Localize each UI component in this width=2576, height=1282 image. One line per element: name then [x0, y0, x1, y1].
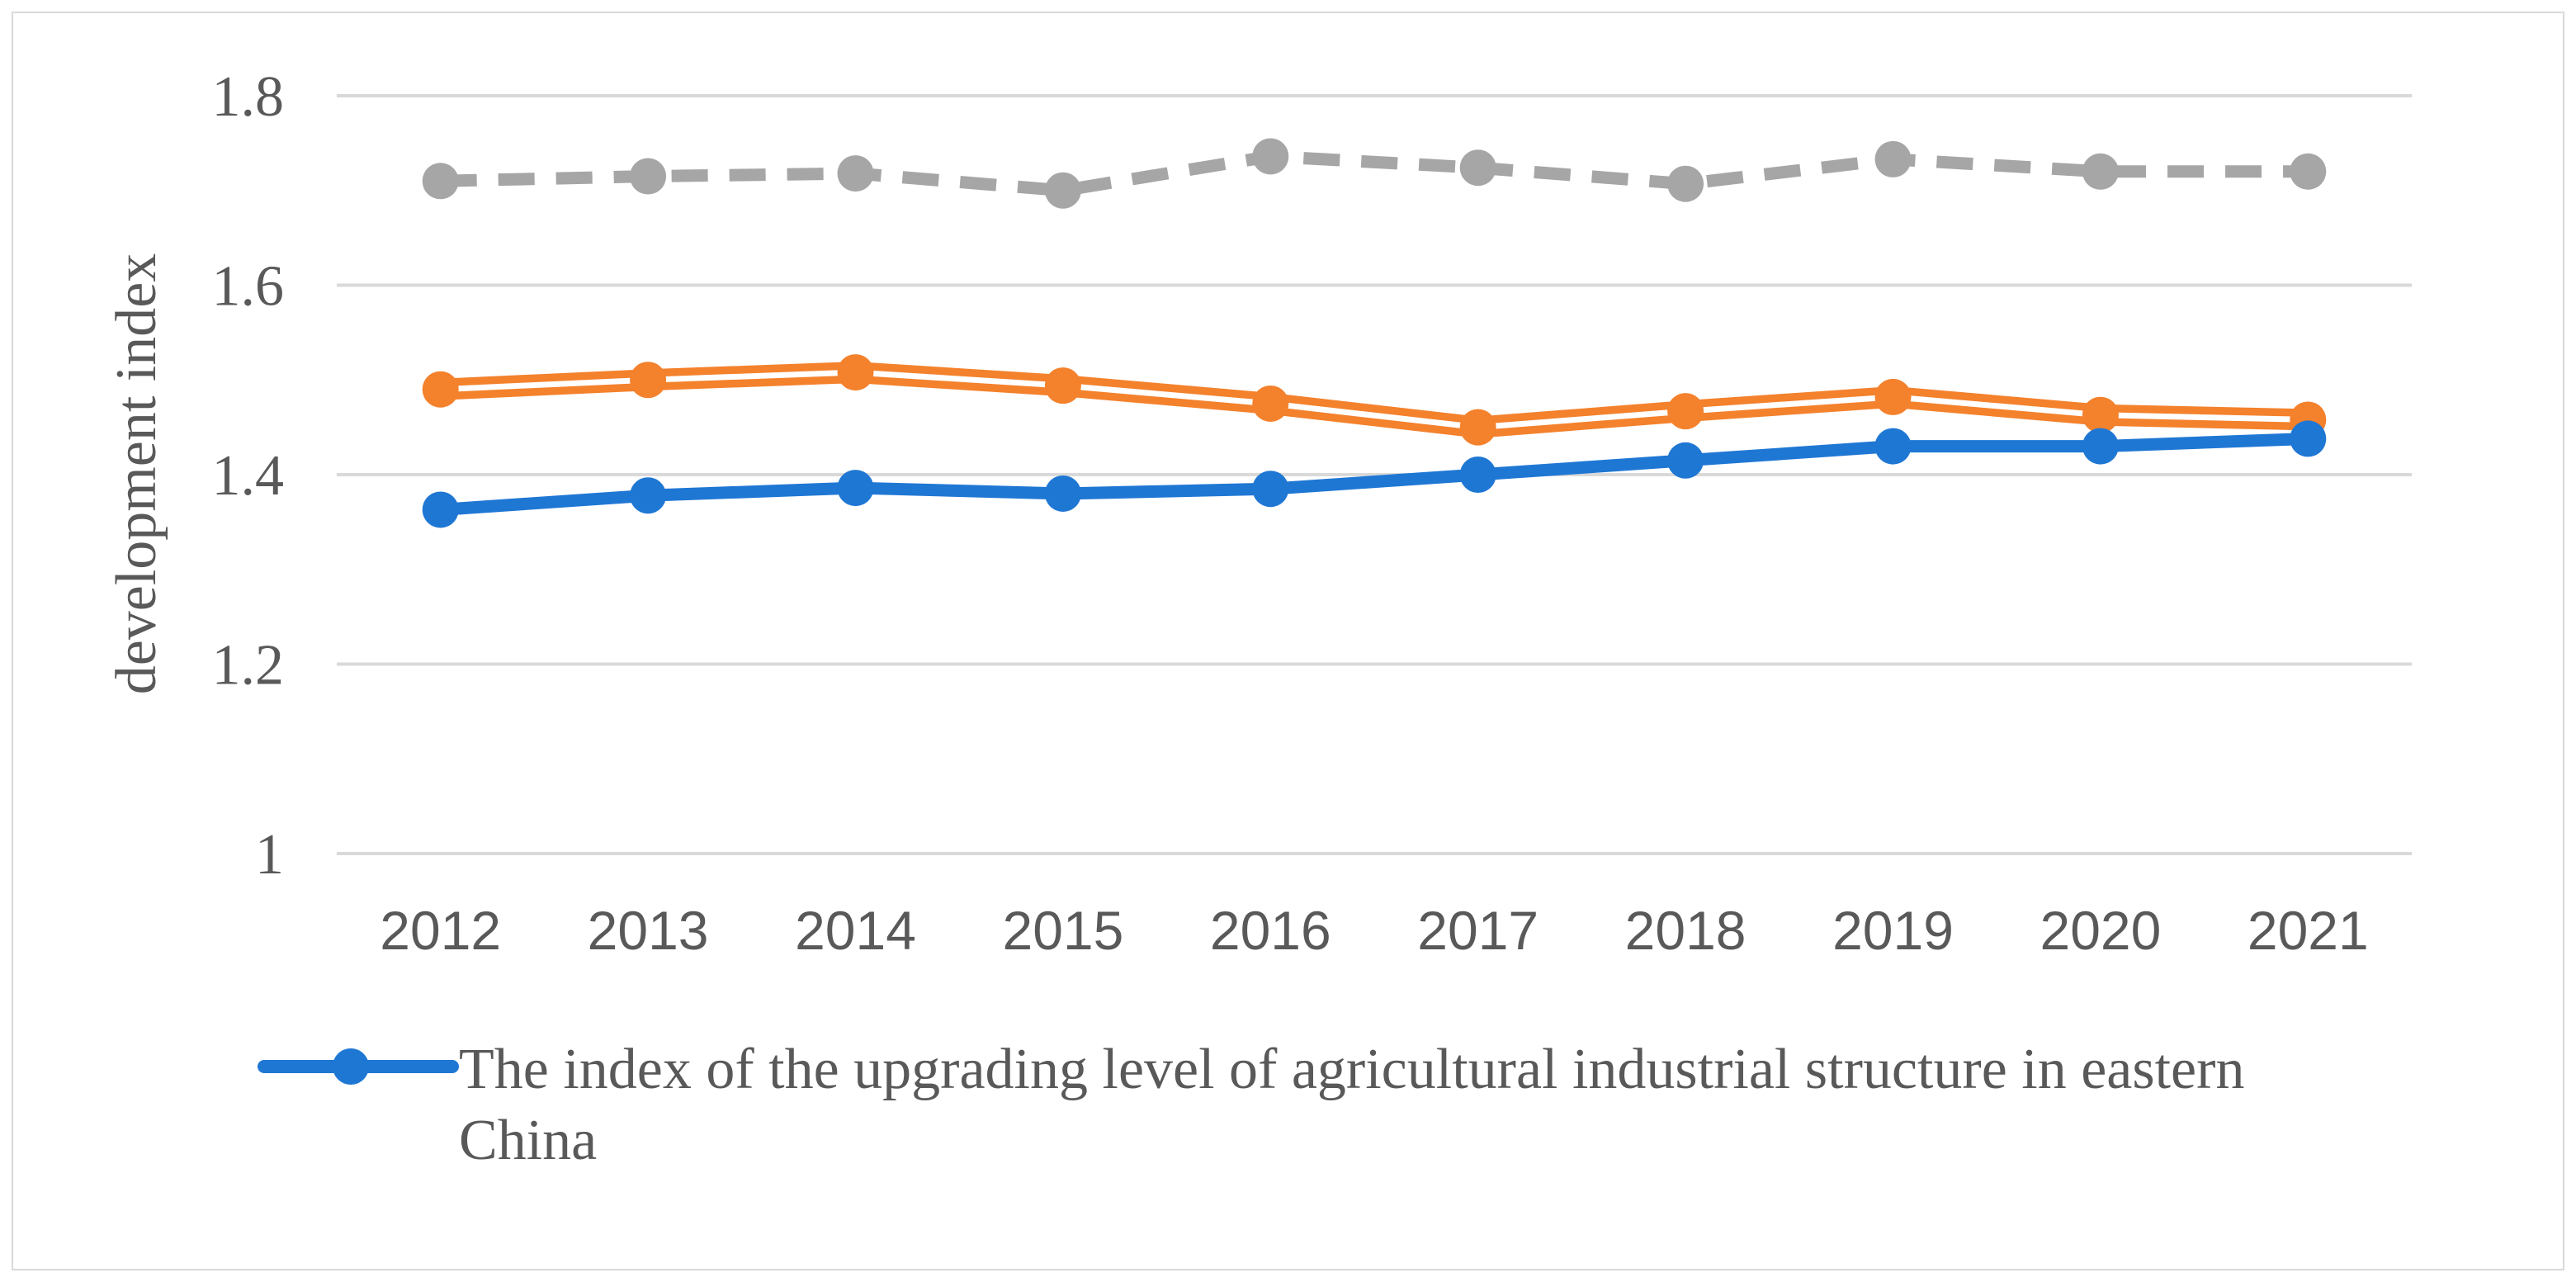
data-point — [630, 158, 667, 195]
data-point — [1252, 471, 1289, 508]
data-point — [1667, 165, 1704, 202]
x-tick-label: 2015 — [1002, 900, 1123, 961]
y-tick-label: 1.6 — [212, 255, 285, 319]
data-point — [2082, 428, 2119, 465]
y-axis-title: development index — [105, 253, 168, 695]
x-tick-label: 2013 — [588, 900, 709, 961]
y-tick-label: 1.2 — [212, 634, 285, 698]
data-point — [1459, 409, 1496, 446]
series-2 — [422, 354, 2327, 446]
data-point — [1874, 140, 1912, 177]
data-point — [1874, 378, 1912, 415]
data-point — [2290, 420, 2327, 457]
series-line-inner — [440, 369, 2309, 431]
x-tick-label: 2017 — [1417, 900, 1539, 961]
x-tick-label: 2021 — [2248, 900, 2369, 961]
data-point — [1252, 385, 1289, 422]
x-tick-label: 2018 — [1625, 900, 1746, 961]
data-point — [1874, 428, 1912, 465]
data-point — [837, 470, 874, 507]
data-point — [1459, 149, 1496, 187]
data-point — [630, 477, 667, 514]
series-1 — [422, 420, 2327, 528]
y-tick-label: 1 — [255, 823, 284, 887]
x-tick-label: 2014 — [795, 900, 916, 961]
legend-label-line-2: China — [459, 1109, 597, 1172]
data-point — [422, 163, 459, 200]
data-point — [630, 362, 667, 399]
data-point — [1667, 393, 1704, 430]
y-tick-label: 1.4 — [212, 444, 285, 508]
x-axis-tick-labels: 2012 2013 2014 2015 2016 2017 2018 2019 2020 2021 — [380, 900, 2368, 961]
gridlines — [337, 94, 2412, 855]
series-layer — [422, 138, 2327, 528]
legend-label-line-1: The index of the upgrading level of agri… — [459, 1038, 2244, 1101]
data-point — [1044, 367, 1081, 404]
legend: The index of the upgrading level of agri… — [258, 1038, 2244, 1172]
x-tick-label: 2012 — [380, 900, 501, 961]
series-line — [440, 149, 2309, 197]
data-point — [2082, 153, 2119, 190]
data-point — [837, 155, 874, 192]
x-tick-label: 2020 — [2040, 900, 2161, 961]
data-point — [2290, 153, 2327, 190]
data-point — [1459, 457, 1496, 493]
data-point — [1252, 138, 1289, 175]
y-tick-label: 1.8 — [212, 65, 285, 129]
series-line — [440, 432, 2309, 516]
data-point — [422, 491, 459, 528]
data-point — [1044, 172, 1081, 209]
data-point — [422, 371, 459, 408]
series-line — [440, 362, 2309, 438]
data-point — [2082, 396, 2119, 433]
legend-point-marker — [333, 1048, 369, 1085]
data-point — [837, 354, 874, 391]
series-3 — [422, 138, 2327, 209]
data-point — [1044, 475, 1081, 512]
data-point — [1667, 442, 1704, 479]
x-tick-label: 2016 — [1210, 900, 1331, 961]
x-tick-label: 2019 — [1832, 900, 1954, 961]
y-axis-tick-labels: 1 1.2 1.4 1.6 1.8 — [212, 65, 285, 887]
